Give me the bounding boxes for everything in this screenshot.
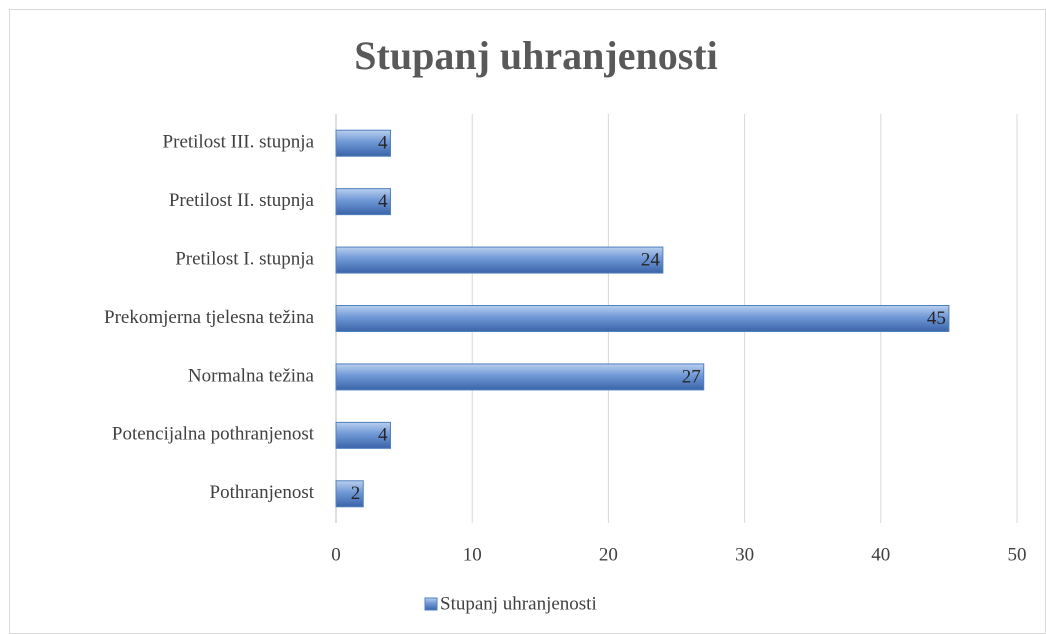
data-label: 45: [927, 308, 946, 329]
data-label: 2: [351, 483, 361, 504]
y-tick-label: Pothranjenost: [210, 482, 315, 503]
legend-swatch: [424, 597, 438, 611]
y-tick-label: Prekomjerna tjelesna težina: [104, 307, 315, 328]
y-tick-label: Normalna težina: [188, 365, 315, 386]
y-tick-label: Potencijalna pothranjenost: [112, 424, 315, 445]
x-tick-label: 20: [599, 544, 618, 565]
data-label: 4: [378, 191, 388, 212]
chart-title: Stupanj uhranjenosti: [354, 33, 717, 78]
bar: [335, 363, 705, 391]
data-label: 4: [378, 425, 388, 446]
bar: [335, 421, 391, 449]
data-label: 24: [641, 249, 661, 270]
data-label: 27: [682, 366, 701, 387]
data-label: 4: [378, 133, 388, 154]
bar: [335, 246, 664, 274]
y-tick-label: Pretilost III. stupnja: [163, 132, 315, 153]
legend-label: Stupanj uhranjenosti: [440, 593, 597, 614]
bar: [335, 188, 391, 216]
x-tick-label: 40: [871, 544, 890, 565]
x-tick-label: 50: [1008, 544, 1027, 565]
x-tick-label: 30: [735, 544, 754, 565]
x-tick-label: 10: [463, 544, 482, 565]
bar: [335, 129, 391, 157]
bar: [335, 480, 364, 508]
y-tick-label: Pretilost II. stupnja: [169, 190, 315, 211]
bar: [335, 305, 950, 332]
y-tick-label: Pretilost I. stupnja: [175, 248, 314, 269]
x-tick-label: 0: [331, 544, 341, 565]
